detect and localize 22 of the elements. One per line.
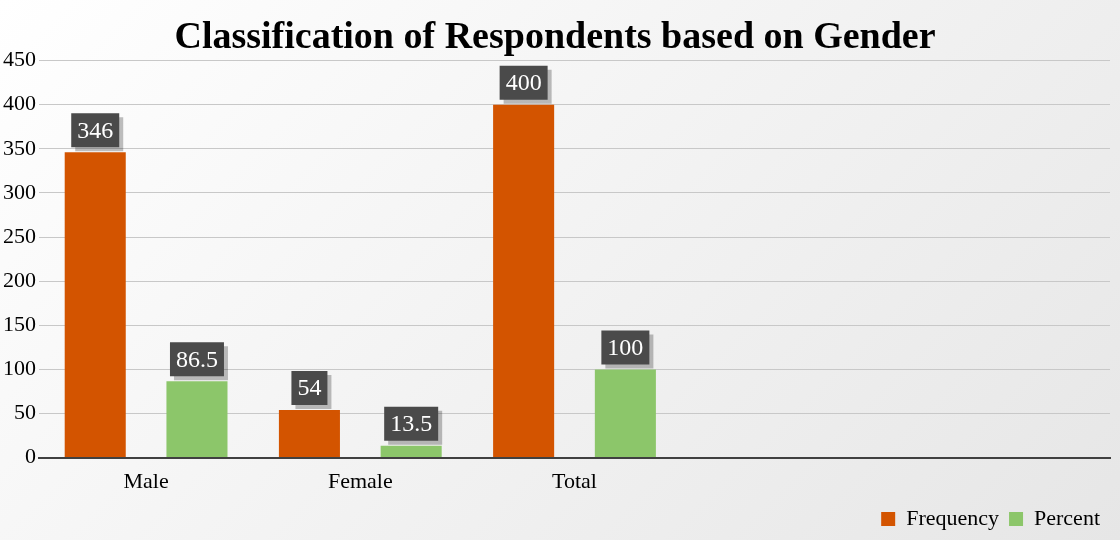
y-tick-label: 400: [3, 90, 36, 116]
y-tick-label: 200: [3, 266, 36, 292]
y-tick-label: 100: [3, 355, 36, 381]
data-label: 86.5: [175, 345, 218, 372]
chart-title: Classification of Respondents based on Gender: [174, 13, 936, 56]
data-label: 346: [77, 116, 114, 143]
data-label: 100: [607, 333, 644, 360]
data-label: 54: [297, 374, 322, 401]
y-tick-label: 350: [3, 134, 36, 160]
legend-label: Frequency: [906, 504, 1000, 530]
legend-label: Percent: [1034, 504, 1100, 530]
x-tick-label: Male: [123, 467, 169, 493]
y-tick-label: 250: [3, 222, 36, 248]
x-tick-label: Total: [552, 467, 597, 493]
data-label: 400: [505, 69, 542, 96]
y-tick-label: 150: [3, 311, 36, 337]
y-tick-label: 300: [3, 178, 36, 204]
x-tick-label: Female: [327, 467, 393, 493]
data-label: 13.5: [390, 409, 433, 436]
y-tick-label: 0: [25, 443, 36, 469]
y-tick-label: 450: [3, 46, 36, 72]
y-tick-label: 50: [14, 399, 36, 425]
